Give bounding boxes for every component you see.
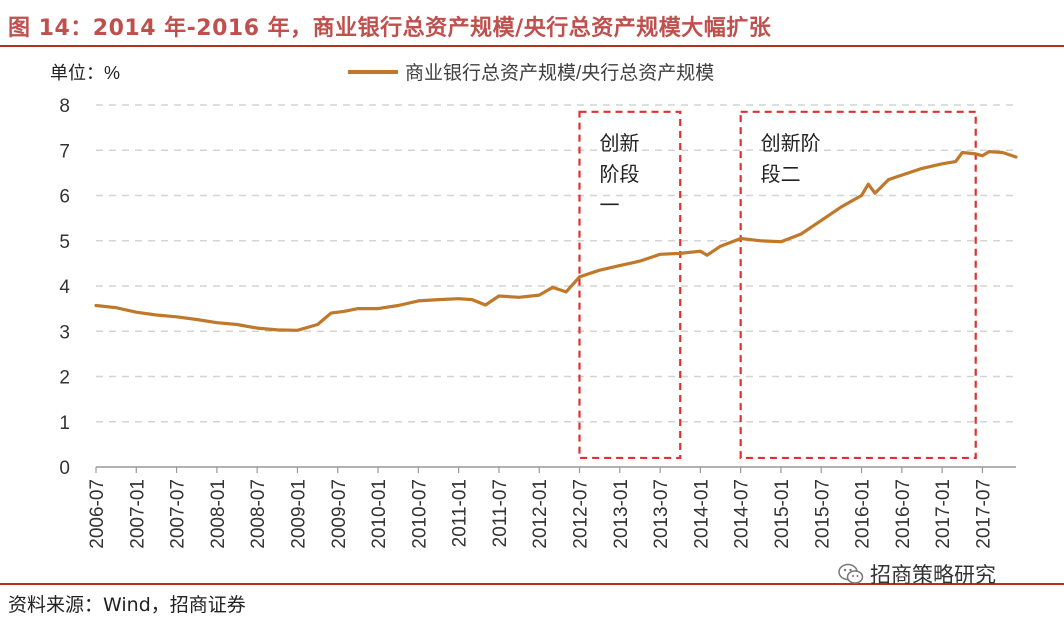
y-tick-label: 6: [59, 187, 70, 208]
x-tick-label: 2010-07: [409, 479, 430, 549]
gridlines: [96, 104, 1016, 423]
unit-label: 单位：%: [50, 63, 120, 83]
innovation-stage-2-label: 段二: [761, 163, 801, 186]
innovation-stage-2-label: 创新阶: [761, 132, 821, 155]
x-tick-label: 2009-01: [288, 479, 309, 549]
x-tick-label: 2017-01: [933, 479, 954, 549]
x-tick-label: 2015-01: [772, 479, 793, 549]
x-tick-label: 2008-07: [248, 479, 269, 549]
innovation-stage-1-label: 创新: [600, 132, 640, 155]
x-tick-label: 2007-07: [168, 479, 189, 549]
legend-label: 商业银行总资产规模/央行总资产规模: [405, 62, 714, 84]
innovation-stage-1-label: 一: [600, 195, 620, 217]
x-tick-label: 2012-01: [530, 479, 551, 549]
y-tick-label: 8: [59, 96, 70, 117]
x-tick-label: 2015-07: [812, 479, 833, 549]
series-lines: [94, 150, 1018, 332]
x-tick-label: 2013-07: [651, 479, 672, 549]
innovation-stage-2-box: [739, 110, 977, 460]
x-tick-label: 2011-07: [490, 479, 511, 547]
source-note: 资料来源：Wind，招商证券: [8, 594, 246, 616]
wechat-icon: [838, 563, 864, 584]
series-line: [94, 150, 1018, 332]
x-tick-label: 2006-07: [87, 479, 108, 549]
x-tick-label: 2013-01: [611, 479, 632, 549]
y-tick-label: 3: [59, 322, 70, 343]
x-tick-label: 2010-01: [369, 479, 390, 549]
y-tick-label: 0: [59, 458, 70, 479]
x-tick-label: 2017-07: [973, 479, 994, 549]
watermark: 招商策略研究: [838, 559, 996, 589]
x-tick-label: 2014-07: [732, 479, 753, 549]
x-tick-label: 2008-01: [208, 479, 229, 549]
y-tick-label: 4: [59, 277, 70, 298]
x-tick-label: 2012-07: [571, 479, 592, 549]
x-tick-label: 2016-01: [853, 479, 874, 549]
x-tick-label: 2007-01: [127, 479, 148, 549]
x-tick-label: 2011-01: [450, 479, 471, 547]
x-tick-label: 2016-07: [893, 479, 914, 549]
x-tick-label: 2009-07: [329, 479, 350, 549]
y-tick-label: 2: [59, 368, 70, 389]
innovation-stage-1-box: [578, 110, 682, 460]
x-tick-label: 2014-01: [691, 479, 712, 549]
watermark-text: 招商策略研究: [870, 563, 996, 587]
axis-labels: 0 1 2 3 4 5 6 7 8 2006-07 2007-01 2007-07 2008-01 200…: [59, 96, 994, 549]
legend: 商业银行总资产规模/央行总资产规模: [348, 62, 714, 84]
y-tick-label: 1: [59, 413, 70, 434]
title-divider: [0, 45, 1064, 47]
y-tick-label: 7: [59, 141, 70, 162]
axes: [95, 466, 1016, 473]
y-tick-label: 5: [59, 232, 70, 253]
innovation-stage-1-label: 阶段: [600, 163, 640, 186]
footer-divider: [0, 583, 1064, 585]
figure-title: 图 14：2014 年-2016 年，商业银行总资产规模/央行总资产规模大幅扩张: [8, 16, 772, 41]
